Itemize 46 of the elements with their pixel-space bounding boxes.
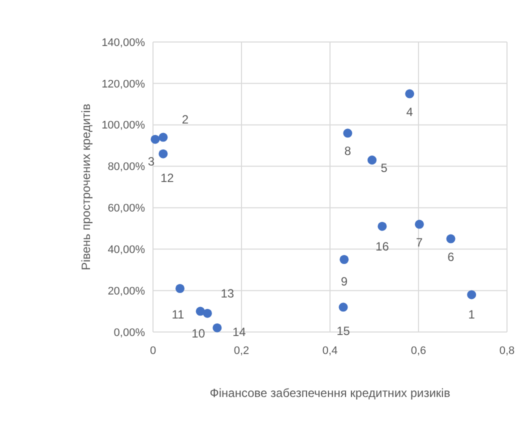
point (405, 89, 414, 98)
point (378, 222, 387, 231)
point (175, 284, 185, 294)
point (150, 134, 160, 144)
annotation: 15 (336, 324, 350, 338)
x-tick-label: 0 (150, 345, 156, 357)
point (212, 323, 222, 332)
annotation: 16 (376, 239, 390, 254)
annotation: 7 (416, 235, 424, 250)
x-tick-label: 0,4 (322, 345, 338, 357)
y-axis-title: Рівень прострочених кредитів (79, 104, 93, 270)
annotation: 12 (160, 170, 174, 185)
annotation: 1 (468, 308, 476, 322)
point (414, 220, 424, 229)
point (158, 149, 168, 158)
annotation: 13 (220, 286, 234, 300)
y-tick-label: 140,00% (102, 36, 146, 49)
x-tick-label: 0,8 (499, 345, 515, 357)
annotation: 5 (380, 161, 388, 176)
x-tick-label: 0,2 (234, 345, 250, 357)
annotation: 9 (340, 274, 348, 288)
y-tick-label: 0,00% (114, 326, 146, 339)
annotation: 14 (232, 324, 246, 339)
point (338, 302, 348, 312)
y-tick-label: 60,00% (108, 202, 146, 215)
point (158, 132, 168, 142)
point (343, 128, 352, 138)
y-tick-label: 80,00% (108, 161, 146, 174)
annotation: 2 (182, 112, 189, 126)
point (202, 308, 212, 318)
point (446, 234, 456, 244)
annotation: 4 (406, 104, 414, 119)
annotation: 8 (344, 144, 352, 158)
y-tick-label: 40,00% (108, 244, 146, 256)
point (340, 254, 349, 264)
y-tick-label: 20,00% (108, 285, 146, 298)
annotation: 10 (192, 326, 206, 340)
point (368, 156, 377, 165)
y-tick-label: 100,00% (102, 120, 146, 132)
annotation: 11 (172, 308, 185, 322)
annotation: 3 (148, 154, 155, 168)
point (467, 290, 476, 300)
x-axis-title: Фінансове забезпечення кредитних ризиків (210, 386, 450, 400)
annotation: 6 (447, 250, 454, 264)
x-tick-label: 0,6 (410, 345, 426, 357)
y-tick-label: 120,00% (102, 78, 146, 90)
